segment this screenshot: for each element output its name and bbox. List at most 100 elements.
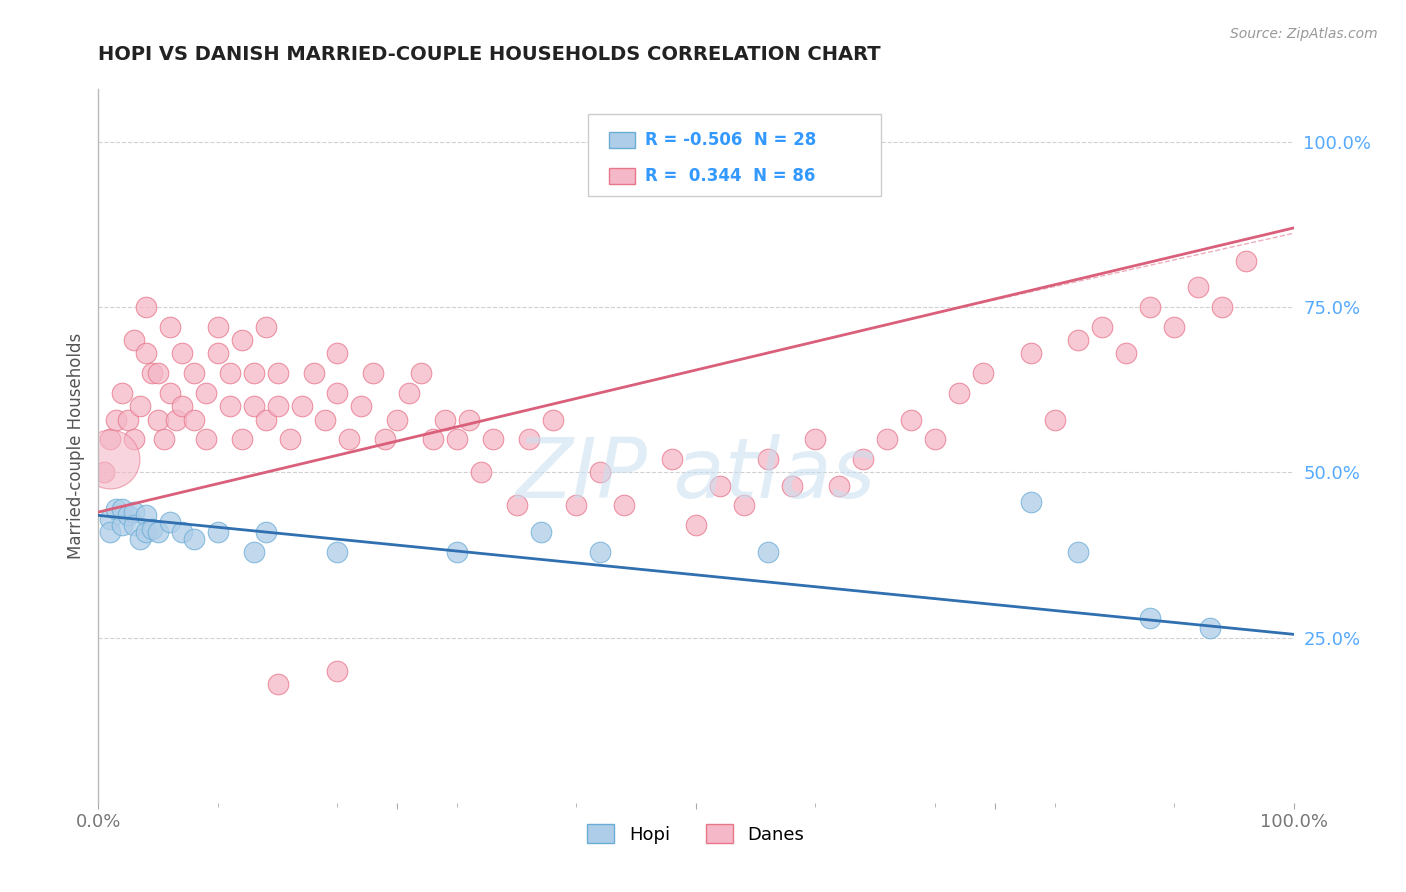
Point [105, 501, 128, 516]
Point [111, 386, 134, 401]
FancyBboxPatch shape [609, 132, 636, 148]
Point [124, 333, 146, 347]
Legend: Hopi, Danes: Hopi, Danes [581, 817, 811, 851]
Point [302, 367, 325, 381]
Point [105, 412, 128, 426]
Point [148, 367, 170, 381]
Point [159, 386, 181, 401]
Point [148, 412, 170, 426]
Text: R =  0.344  N = 86: R = 0.344 N = 86 [644, 167, 815, 186]
Point [254, 412, 277, 426]
Point [93, 466, 115, 480]
Point [219, 367, 242, 381]
Point [876, 433, 898, 447]
Point [506, 499, 529, 513]
Point [326, 346, 349, 360]
Point [124, 433, 146, 447]
Point [828, 478, 851, 492]
Point [398, 386, 420, 401]
Point [434, 412, 457, 426]
Point [541, 412, 564, 426]
Point [948, 386, 970, 401]
Point [98, 452, 122, 467]
Point [900, 412, 922, 426]
Point [291, 400, 314, 414]
Point [111, 501, 134, 516]
Text: R = -0.506  N = 28: R = -0.506 N = 28 [644, 131, 815, 149]
Point [183, 532, 205, 546]
Point [411, 367, 433, 381]
FancyBboxPatch shape [589, 114, 882, 196]
Point [207, 320, 229, 334]
Point [148, 524, 170, 539]
Point [1199, 621, 1222, 635]
Point [756, 545, 779, 559]
Point [339, 433, 361, 447]
Point [267, 367, 290, 381]
Point [1019, 495, 1042, 509]
Point [685, 518, 707, 533]
Point [589, 466, 612, 480]
Text: HOPI VS DANISH MARRIED-COUPLE HOUSEHOLDS CORRELATION CHART: HOPI VS DANISH MARRIED-COUPLE HOUSEHOLDS… [98, 45, 882, 63]
Point [231, 433, 253, 447]
Point [972, 367, 994, 381]
Point [267, 677, 290, 691]
Point [1139, 300, 1161, 314]
Point [278, 433, 301, 447]
Point [219, 400, 242, 414]
Point [613, 499, 636, 513]
Point [661, 452, 683, 467]
Point [153, 433, 176, 447]
Point [924, 433, 946, 447]
Point [135, 508, 157, 523]
Point [111, 518, 134, 533]
Point [129, 532, 152, 546]
Point [141, 522, 163, 536]
Point [350, 400, 373, 414]
Point [1211, 300, 1233, 314]
Point [135, 524, 157, 539]
Text: Source: ZipAtlas.com: Source: ZipAtlas.com [1230, 27, 1378, 41]
Point [1139, 611, 1161, 625]
Point [117, 508, 139, 523]
Point [780, 478, 803, 492]
Point [458, 412, 481, 426]
Point [1234, 254, 1257, 268]
Point [129, 400, 152, 414]
Point [183, 412, 205, 426]
Point [1043, 412, 1066, 426]
Point [589, 545, 612, 559]
Point [530, 524, 553, 539]
Point [172, 346, 194, 360]
Point [315, 412, 337, 426]
Point [243, 545, 266, 559]
Point [159, 320, 181, 334]
Point [374, 433, 396, 447]
Point [172, 524, 194, 539]
Point [135, 300, 157, 314]
Point [254, 320, 277, 334]
Point [1067, 545, 1090, 559]
Point [172, 400, 194, 414]
Point [422, 433, 444, 447]
Point [326, 545, 349, 559]
Point [565, 499, 588, 513]
Point [517, 433, 540, 447]
Point [207, 346, 229, 360]
Point [804, 433, 827, 447]
Point [98, 511, 122, 525]
Point [117, 412, 139, 426]
Point [709, 478, 731, 492]
Text: ZIP atlas: ZIP atlas [516, 434, 876, 515]
Point [1163, 320, 1185, 334]
Point [165, 412, 187, 426]
Point [1067, 333, 1090, 347]
Point [852, 452, 875, 467]
Point [385, 412, 409, 426]
Point [446, 433, 468, 447]
Point [326, 664, 349, 678]
Point [98, 433, 122, 447]
Point [124, 518, 146, 533]
Y-axis label: Married-couple Households: Married-couple Households [66, 333, 84, 559]
Point [195, 386, 218, 401]
